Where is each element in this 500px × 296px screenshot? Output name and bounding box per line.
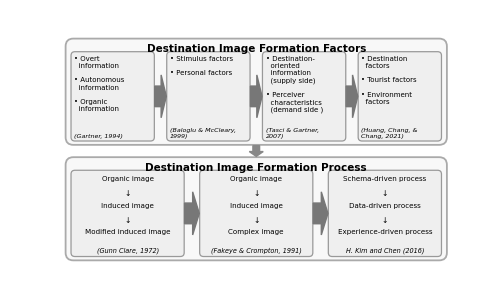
- Text: (Tasci & Gartner,
2007): (Tasci & Gartner, 2007): [266, 128, 318, 139]
- FancyBboxPatch shape: [358, 52, 442, 141]
- FancyBboxPatch shape: [71, 170, 184, 257]
- Text: H. Kim and Chen (2016): H. Kim and Chen (2016): [346, 248, 424, 254]
- Polygon shape: [250, 75, 262, 118]
- Text: • Destination
  factors

• Tourist factors

• Environment
  factors: • Destination factors • Tourist factors …: [362, 56, 417, 105]
- Text: ↓: ↓: [253, 216, 260, 225]
- Text: • Overt
  information

• Autonomous
  information

• Organic
  information: • Overt information • Autonomous informa…: [74, 56, 124, 112]
- Text: ↓: ↓: [124, 189, 131, 198]
- FancyBboxPatch shape: [328, 170, 442, 257]
- Text: (Gartner, 1994): (Gartner, 1994): [74, 134, 123, 139]
- Text: (Fakeye & Crompton, 1991): (Fakeye & Crompton, 1991): [211, 247, 302, 254]
- Text: (Huang, Chang, &
Chang, 2021): (Huang, Chang, & Chang, 2021): [362, 128, 418, 139]
- Text: Induced image: Induced image: [101, 202, 154, 209]
- Text: Schema-driven process: Schema-driven process: [344, 176, 426, 182]
- Text: Organic image: Organic image: [230, 176, 282, 182]
- Text: (Baloglu & McCleary,
1999): (Baloglu & McCleary, 1999): [170, 128, 236, 139]
- Text: ↓: ↓: [382, 189, 388, 198]
- Text: ↓: ↓: [253, 189, 260, 198]
- Text: Experience-driven process: Experience-driven process: [338, 229, 432, 235]
- Text: • Destination-
  oriented
  information
  (supply side)

• Perceiver
  character: • Destination- oriented information (sup…: [266, 56, 323, 113]
- Text: (Gunn Clare, 1972): (Gunn Clare, 1972): [96, 248, 158, 254]
- FancyBboxPatch shape: [66, 38, 447, 145]
- Text: Induced image: Induced image: [230, 202, 282, 209]
- Text: Modified induced image: Modified induced image: [85, 229, 170, 235]
- Text: Organic image: Organic image: [102, 176, 154, 182]
- Polygon shape: [313, 192, 328, 235]
- Polygon shape: [346, 75, 358, 118]
- FancyBboxPatch shape: [166, 52, 250, 141]
- Polygon shape: [154, 75, 166, 118]
- Text: Complex image: Complex image: [228, 229, 284, 235]
- Text: ↓: ↓: [124, 216, 131, 225]
- FancyBboxPatch shape: [71, 52, 154, 141]
- FancyBboxPatch shape: [262, 52, 346, 141]
- FancyBboxPatch shape: [66, 157, 447, 260]
- FancyBboxPatch shape: [200, 170, 313, 257]
- Text: ↓: ↓: [382, 216, 388, 225]
- Text: Destination Image Formation Factors: Destination Image Formation Factors: [146, 44, 366, 54]
- Polygon shape: [184, 192, 200, 235]
- Text: Destination Image Formation Process: Destination Image Formation Process: [146, 163, 367, 173]
- Polygon shape: [250, 146, 263, 156]
- Text: • Stimulus factors

• Personal factors: • Stimulus factors • Personal factors: [170, 56, 233, 76]
- Text: Data-driven process: Data-driven process: [349, 202, 421, 209]
